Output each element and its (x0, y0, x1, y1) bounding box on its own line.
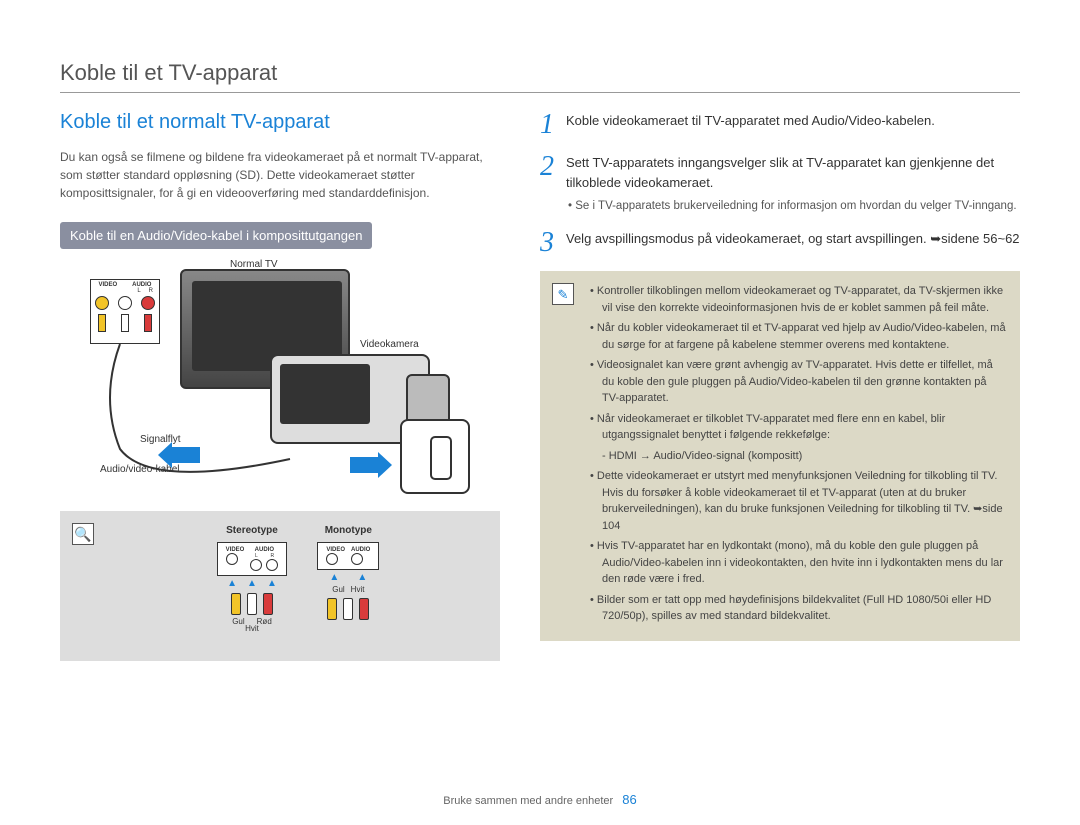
stereo-l: L (250, 553, 262, 559)
mono-port-audio (351, 553, 363, 565)
stereo-title: Stereotype (217, 525, 288, 536)
mono-column: Monotype VIDEO AUDIO ▲ ▲ (317, 525, 379, 633)
stereo-column: Stereotype VIDEO AUDIO L R (217, 525, 288, 633)
camcorder-label: Videokamera (360, 339, 419, 350)
stereo-plug-red (263, 593, 273, 615)
up-arrow-icon: ▲ (357, 572, 367, 583)
plug-yellow-icon (98, 314, 106, 332)
step-text: Sett TV-apparatets inngangsvelger slik a… (566, 153, 1020, 215)
note-sub-item: HDMI → Audio/Video-signal (kompositt) (590, 448, 1006, 465)
signal-arrow-icon-2 (350, 457, 380, 473)
plug-white-icon (121, 314, 129, 332)
step-list: 1 Koble videokameraet til TV-apparatet m… (540, 111, 1020, 257)
port-audio-l (118, 296, 132, 310)
label-hvit-2: Hvit (351, 585, 365, 594)
note-box: ✎ Kontroller tilkoblingen mellom videoka… (540, 271, 1020, 641)
port-video (95, 296, 109, 310)
page-title: Koble til et TV-apparat (60, 60, 1020, 93)
note-item: Kontroller tilkoblingen mellom videokame… (590, 283, 1006, 316)
left-column: Koble til et normalt TV-apparat Du kan o… (60, 111, 500, 661)
note-item: Videosignalet kan være grønt avhengig av… (590, 357, 1006, 407)
stereo-plug-yellow (231, 593, 241, 615)
mono-ports: VIDEO AUDIO (317, 542, 379, 570)
mono-plug-yellow (327, 598, 337, 620)
tv-ports: VIDEO AUDIO L R (90, 279, 160, 344)
up-arrow-icon: ▲ (227, 578, 237, 589)
step-text: Velg avspillingsmodus på videokameraet, … (566, 229, 1020, 257)
note-item: Hvis TV-apparatet har en lydkontakt (mon… (590, 538, 1006, 588)
step-number: 1 (540, 111, 566, 139)
note-item: Bilder som er tatt opp med høydefinisjon… (590, 592, 1006, 625)
mono-title: Monotype (317, 525, 379, 536)
cable-line-icon (90, 339, 350, 479)
step-3: 3 Velg avspillingsmodus på videokameraet… (540, 229, 1020, 257)
mono-video-label: VIDEO (326, 547, 345, 553)
sub-header: Koble til en Audio/Video-kabel i komposi… (60, 222, 372, 249)
note-icon: ✎ (552, 283, 574, 305)
footer-text: Bruke sammen med andre enheter (443, 795, 613, 807)
intro-text: Du kan også se filmene og bildene fra vi… (60, 148, 500, 202)
mono-port-video (326, 553, 338, 565)
note-item: Når du kobler videokameraet til et TV-ap… (590, 320, 1006, 353)
label-gul: Gul (232, 617, 244, 626)
stereo-port-r (266, 559, 278, 571)
content-columns: Koble til et normalt TV-apparat Du kan o… (60, 111, 1020, 661)
port-video-label: VIDEO (98, 282, 117, 288)
step-1: 1 Koble videokameraet til TV-apparatet m… (540, 111, 1020, 139)
section-title: Koble til et normalt TV-apparat (60, 111, 500, 134)
mono-plug-white (343, 598, 353, 620)
port-audio-r (141, 296, 155, 310)
up-arrow-icon: ▲ (329, 572, 339, 583)
jack-zoom-icon (400, 419, 470, 494)
up-arrow-icon: ▲ (267, 578, 277, 589)
stereo-video-label: VIDEO (226, 547, 245, 553)
stereo-port-video (226, 553, 238, 565)
magnifier-icon: 🔍 (72, 523, 94, 545)
label-gul-2: Gul (332, 585, 344, 594)
stereo-plug-white (247, 593, 257, 615)
step-number: 3 (540, 229, 566, 257)
stereo-r: R (266, 553, 278, 559)
up-arrow-icon: ▲ (247, 578, 257, 589)
plug-red-icon (144, 314, 152, 332)
mono-plug-red (359, 598, 369, 620)
note-item: Dette videokameraet er utstyrt med menyf… (590, 468, 1006, 534)
stereo-ports: VIDEO AUDIO L R (217, 542, 288, 576)
connection-diagram: Normal TV VIDEO AUDIO L R (60, 259, 500, 499)
right-column: 1 Koble videokameraet til TV-apparatet m… (540, 111, 1020, 661)
step-2-sub: Se i TV-apparatets brukerveiledning for … (566, 198, 1020, 215)
step-2-main: Sett TV-apparatets inngangsvelger slik a… (566, 155, 994, 190)
footer: Bruke sammen med andre enheter 86 (0, 792, 1080, 807)
label-hvit: Hvit (245, 624, 259, 633)
stereo-port-l (250, 559, 262, 571)
step-2: 2 Sett TV-apparatets inngangsvelger slik… (540, 153, 1020, 215)
port-l-label: L (137, 288, 140, 294)
page-number: 86 (622, 792, 636, 807)
step-text: Koble videokameraet til TV-apparatet med… (566, 111, 1020, 139)
stereo-mono-box: 🔍 Stereotype VIDEO AUDIO L R (60, 511, 500, 661)
step-number: 2 (540, 153, 566, 215)
note-item: Når videokameraet er tilkoblet TV-appara… (590, 411, 1006, 444)
port-r-label: R (149, 288, 153, 294)
mono-audio-label: AUDIO (351, 547, 370, 553)
